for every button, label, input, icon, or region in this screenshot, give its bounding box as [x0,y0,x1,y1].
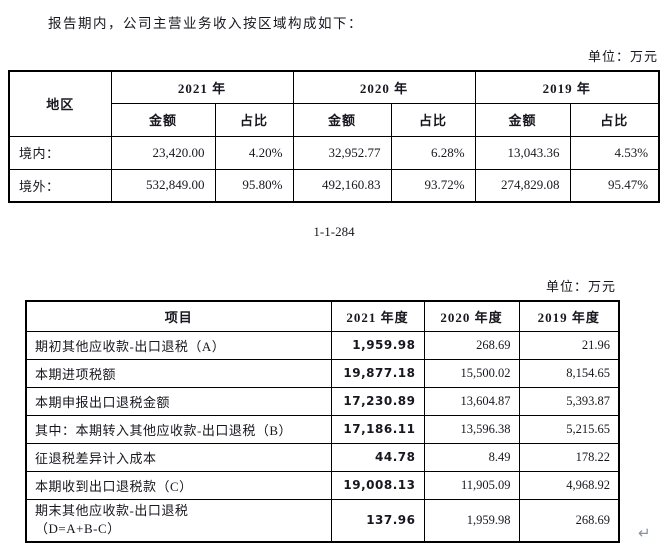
share-2021: 4.20% [214,135,294,170]
year-2019-header: 2019 年 [474,70,660,104]
amount-subheader-2019: 金额 [474,102,571,137]
share-subheader-2019: 占比 [569,102,660,137]
value-2021: 19,008.13 [330,470,425,500]
value-2021: 137.96 [330,498,425,543]
share-2021: 95.80% [214,168,294,203]
table-row-domestic: 境内： 23,420.00 4.20% 32,952.77 6.28% 13,0… [8,135,660,170]
item-column-header: 项目 [25,300,332,332]
fy2019-header: 2019 年度 [518,300,620,332]
value-2021: 19,877.18 [330,358,425,388]
region-label: 境内： [8,135,112,170]
item-label: 本期进项税额 [25,358,332,388]
unit-label-top: 单位：万元 [587,49,658,64]
value-2019: 268.69 [518,498,620,543]
amount-2020: 492,160.83 [292,168,392,203]
share-2020: 93.72% [390,168,476,203]
value-2021: 17,230.89 [330,386,425,416]
region-column-header: 地区 [8,70,112,137]
share-2019: 4.53% [569,135,660,170]
value-2020: 13,596.38 [423,414,520,444]
item-label: 征退税差异计入成本 [25,442,332,472]
amount-2021: 532,849.00 [110,168,216,203]
value-2020: 15,500.02 [423,358,520,388]
table-row: 其中：本期转入其他应收款-出口退税（B） 17,186.11 13,596.38… [25,414,620,444]
share-subheader-2020: 占比 [390,102,476,137]
year-2021-header: 2021 年 [110,70,294,104]
item-label: 其中：本期转入其他应收款-出口退税（B） [25,414,332,444]
amount-2019: 274,829.08 [474,168,571,203]
amount-subheader-2021: 金额 [110,102,216,137]
year-2020-header: 2020 年 [292,70,476,104]
table-row: 期初其他应收款-出口退税（A） 1,959.98 268.69 21.96 [25,330,620,360]
value-2021: 44.78 [330,442,425,472]
table-row: 本期收到出口退税款（C） 19,008.13 11,905.09 4,968.9… [25,470,620,500]
value-2020: 13,604.87 [423,386,520,416]
amount-2019: 13,043.36 [474,135,571,170]
value-2019: 178.22 [518,442,620,472]
value-2019: 5,393.87 [518,386,620,416]
table-row: 本期进项税额 19,877.18 15,500.02 8,154.65 [25,358,620,388]
table-row: 征退税差异计入成本 44.78 8.49 178.22 [25,442,620,472]
fy2021-header: 2021 年度 [330,300,425,332]
item-label-line1: 期末其他应收款-出口退税 [35,502,189,518]
value-2020: 11,905.09 [423,470,520,500]
revenue-by-region-table: 地区 2021 年 2020 年 2019 年 金额 占比 金额 占比 金额 占… [8,70,661,203]
value-2020: 8.49 [423,442,520,472]
value-2019: 21.96 [518,330,620,360]
share-2020: 6.28% [390,135,476,170]
value-2020: 1,959.98 [423,498,520,543]
value-2019: 4,968.92 [518,470,620,500]
value-2021: 17,186.11 [330,414,425,444]
table-row: 本期申报出口退税金额 17,230.89 13,604.87 5,393.87 [25,386,620,416]
table-row: 期末其他应收款-出口退税 （D=A+B-C） 137.96 1,959.98 2… [25,498,620,543]
region-label: 境外： [8,168,112,203]
item-label: 本期申报出口退税金额 [25,386,332,416]
item-label: 本期收到出口退税款（C） [25,470,332,500]
share-2019: 95.47% [569,168,660,203]
fy2020-header: 2020 年度 [423,300,520,332]
value-2019: 5,215.65 [518,414,620,444]
export-tax-rebate-table: 项目 2021 年度 2020 年度 2019 年度 期初其他应收款-出口退税（… [25,300,620,544]
item-label: 期初其他应收款-出口退税（A） [25,330,332,360]
value-2021: 1,959.98 [330,330,425,360]
item-label-line2: （D=A+B-C） [35,521,121,537]
table-row-overseas: 境外： 532,849.00 95.80% 492,160.83 93.72% … [8,168,660,203]
amount-2021: 23,420.00 [110,135,216,170]
intro-paragraph: 报告期内，公司主营业务收入按区域构成如下： [48,16,363,31]
amount-2020: 32,952.77 [292,135,392,170]
unit-label-bottom: 单位：万元 [545,279,616,294]
value-2019: 8,154.65 [518,358,620,388]
item-label: 期末其他应收款-出口退税 （D=A+B-C） [25,498,332,543]
paragraph-return-mark: ↵ [638,524,651,542]
share-subheader-2021: 占比 [214,102,294,137]
amount-subheader-2020: 金额 [292,102,392,137]
value-2020: 268.69 [423,330,520,360]
page-number: 1-1-284 [313,224,355,239]
